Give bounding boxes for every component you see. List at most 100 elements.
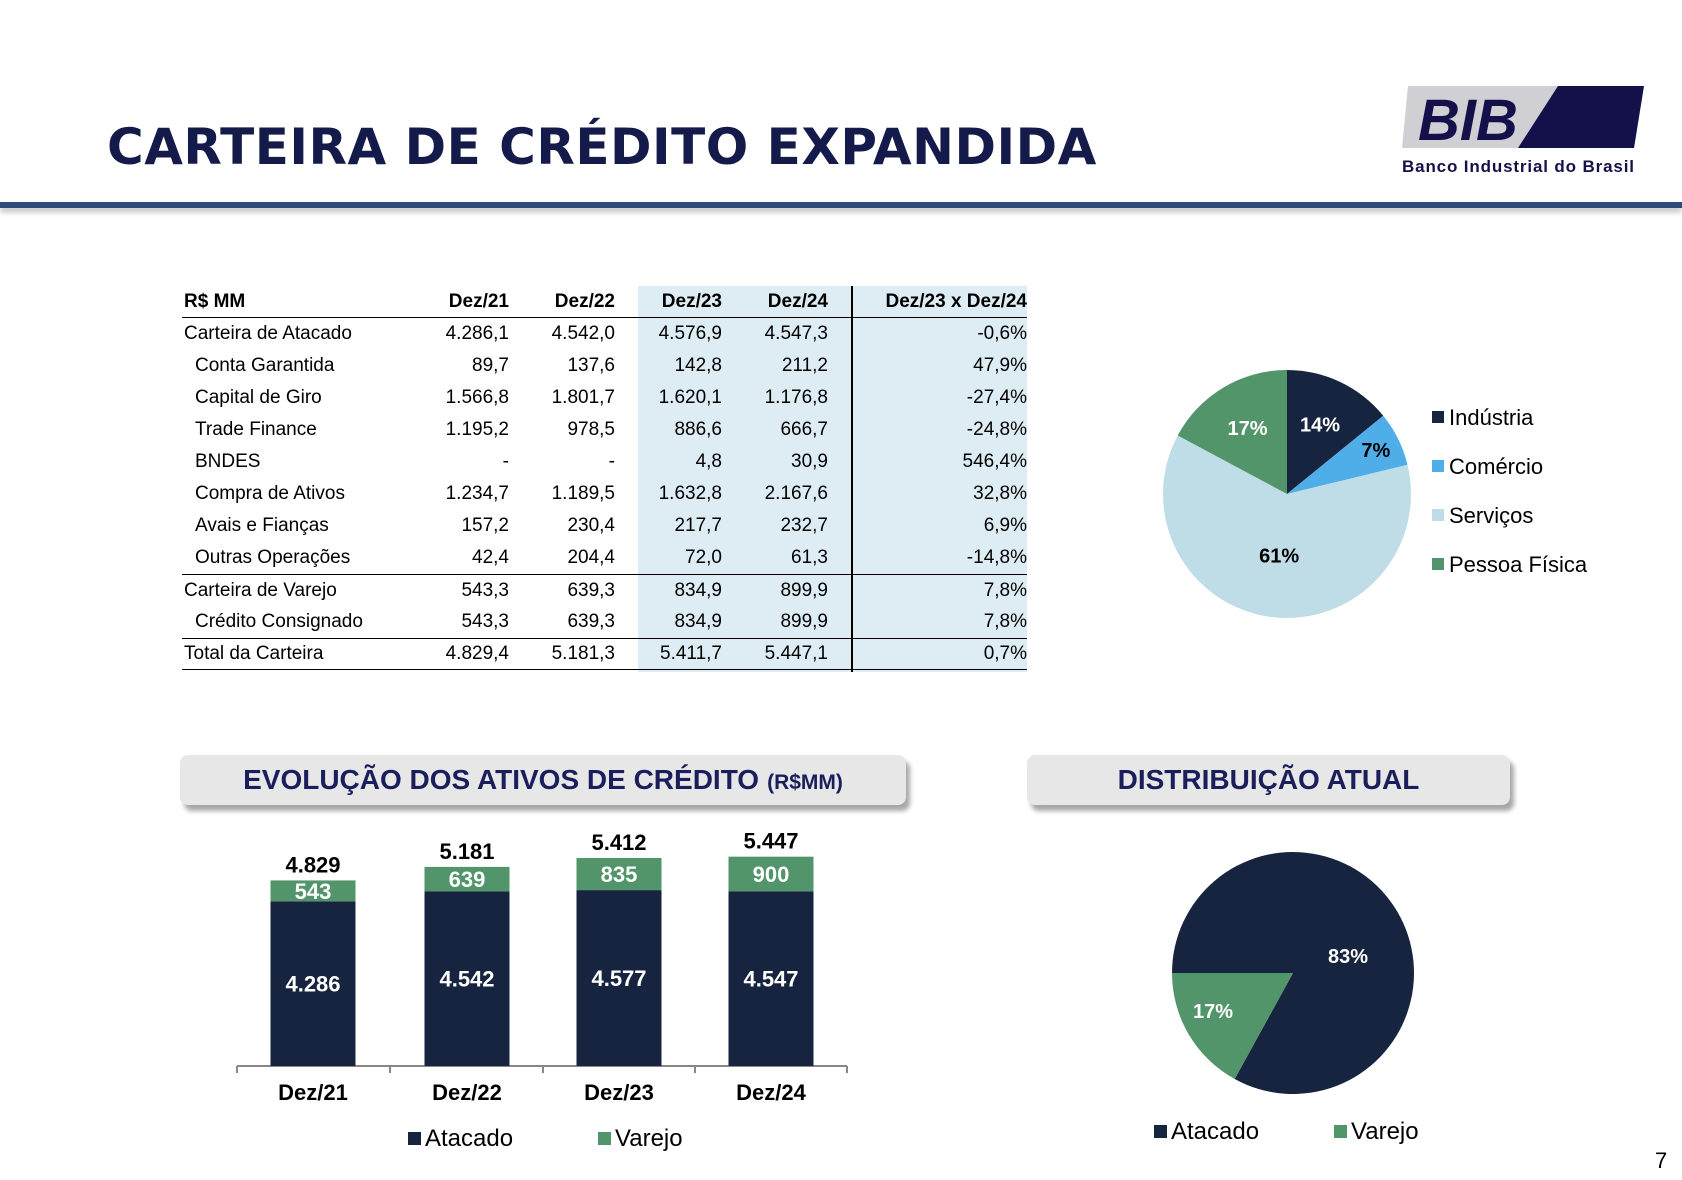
row-value: 142,8 — [674, 355, 722, 376]
header-cell: Dez/23 — [661, 290, 722, 312]
row-value: 666,7 — [780, 419, 828, 440]
svg-text:BIB: BIB — [1418, 88, 1518, 153]
table-row: Carteira de Atacado 4.286,1 4.542,0 4.576,9… — [182, 318, 1027, 350]
table-row: Compra de Ativos 1.234,7 1.189,5 1.632,8 2.1… — [182, 478, 1027, 510]
row-value: 4.547,3 — [764, 323, 828, 344]
table-row: Conta Garantida 89,7 137,6 142,8 211,2 47,9% — [182, 350, 1027, 382]
row-value: 639,3 — [567, 579, 615, 601]
row-value: 834,9 — [674, 579, 722, 601]
row-value: 899,9 — [780, 579, 828, 601]
legend-swatch — [408, 1132, 421, 1145]
row-value: - — [502, 451, 509, 472]
row-value: 32,8% — [973, 483, 1027, 504]
row-value: 204,4 — [567, 547, 615, 568]
x-tick-label: Dez/21 — [278, 1080, 348, 1105]
header-cell: Dez/24 — [767, 290, 828, 312]
table-row: BNDES - - 4,8 30,9 546,4% — [182, 446, 1027, 478]
legend-label: Pessoa Física — [1449, 552, 1588, 577]
row-value: 1.566,8 — [445, 387, 509, 408]
row-value: 137,6 — [567, 355, 615, 376]
row-label: Trade Finance — [195, 419, 317, 440]
bar-data-label: 835 — [601, 862, 638, 887]
legend-swatch — [1432, 509, 1444, 521]
row-value: 834,9 — [674, 611, 722, 632]
row-label: Capital de Giro — [195, 387, 322, 408]
pie-slice-servios — [1163, 435, 1412, 618]
bar-atacado — [424, 891, 510, 1066]
row-value: 1.189,5 — [551, 483, 615, 504]
row-value: - — [608, 451, 615, 472]
page-title: CARTEIRA DE CRÉDITO EXPANDIDA — [107, 118, 1097, 176]
bar-total-label: 5.447 — [743, 829, 798, 854]
row-label: Conta Garantida — [195, 355, 335, 376]
evolution-title: EVOLUÇÃO DOS ATIVOS DE CRÉDITO — [243, 764, 760, 795]
legend-swatch — [598, 1132, 611, 1145]
bar-atacado — [576, 890, 662, 1066]
legend-swatch — [1334, 1125, 1347, 1138]
bar-varejo — [728, 856, 814, 892]
bar-varejo — [576, 858, 662, 891]
table-row: Capital de Giro 1.566,8 1.801,7 1.620,1 1.17… — [182, 382, 1027, 414]
row-value: 546,4% — [962, 451, 1027, 472]
x-tick-label: Dez/22 — [432, 1080, 502, 1105]
legend-swatch — [1154, 1125, 1167, 1138]
row-value: 4.286,1 — [445, 323, 509, 344]
row-value: 7,8% — [983, 579, 1027, 601]
pie-slice-varejo — [1172, 973, 1293, 1080]
bar-atacado — [728, 891, 814, 1066]
row-value: 1.620,1 — [658, 387, 722, 408]
pie-slice-indstria — [1287, 370, 1384, 494]
bar-atacado — [270, 901, 356, 1066]
pie-data-label: 17% — [1193, 1001, 1233, 1023]
bar-varejo — [424, 866, 510, 892]
bar-total-label: 4.829 — [285, 852, 340, 877]
pie-data-label: 83% — [1328, 946, 1368, 968]
row-value: -24,8% — [966, 419, 1027, 440]
x-tick-label: Dez/23 — [584, 1080, 654, 1105]
legend-label: Varejo — [615, 1125, 683, 1152]
legend-label: Varejo — [1351, 1118, 1419, 1145]
pie-data-label: 61% — [1259, 546, 1299, 568]
legend-swatch — [1432, 460, 1444, 472]
evolution-section-header: EVOLUÇÃO DOS ATIVOS DE CRÉDITO (R$MM) — [180, 755, 906, 805]
header-divider — [0, 202, 1682, 208]
row-label: Outras Operações — [195, 547, 351, 568]
row-value: 4,8 — [695, 451, 722, 472]
row-value: 1.176,8 — [764, 387, 828, 408]
row-value: 7,8% — [983, 611, 1027, 632]
row-value: 47,9% — [973, 355, 1027, 376]
row-value: 232,7 — [780, 515, 828, 536]
row-value: 543,3 — [461, 611, 509, 632]
table-header: R$ MM Dez/21 Dez/22 Dez/23 Dez/24 Dez/23… — [182, 286, 1027, 318]
row-value: 1.234,7 — [445, 483, 509, 504]
table-row: Carteira de Varejo 543,3 639,3 834,9 899,9 7,… — [182, 574, 1027, 606]
pie-data-label: 17% — [1227, 418, 1267, 440]
header-cell: Dez/21 — [448, 290, 509, 312]
row-value: 1.801,7 — [551, 387, 615, 408]
row-value: 89,7 — [472, 355, 509, 376]
legend-label: Indústria — [1449, 405, 1534, 430]
header-cell: Dez/22 — [554, 290, 615, 312]
header-cell: R$ MM — [184, 290, 246, 312]
pie-slice-pessoafsica — [1177, 370, 1287, 494]
bar-total-label: 5.412 — [591, 830, 646, 855]
bar-total-label: 5.181 — [439, 839, 494, 864]
legend-label: Comércio — [1449, 454, 1543, 479]
row-value: 61,3 — [791, 547, 828, 568]
row-value: 5.447,1 — [764, 643, 828, 664]
row-value: 886,6 — [674, 419, 722, 440]
pie-slice-comrcio — [1287, 415, 1408, 494]
row-value: 978,5 — [567, 419, 615, 440]
table-row: Trade Finance 1.195,2 978,5 886,6 666,7 -24,8… — [182, 414, 1027, 446]
row-value: -27,4% — [966, 387, 1027, 408]
column-divider — [851, 286, 853, 672]
row-value: 899,9 — [780, 611, 828, 632]
bar-data-label: 4.542 — [439, 967, 494, 992]
row-value: 639,3 — [567, 611, 615, 632]
row-value: 211,2 — [781, 355, 828, 376]
row-value: 4.829,4 — [445, 643, 509, 664]
legend-label: Atacado — [425, 1125, 513, 1152]
table-row: Outras Operações 42,4 204,4 72,0 61,3 -14,8% — [182, 542, 1027, 574]
row-value: 4.542,0 — [551, 323, 615, 344]
